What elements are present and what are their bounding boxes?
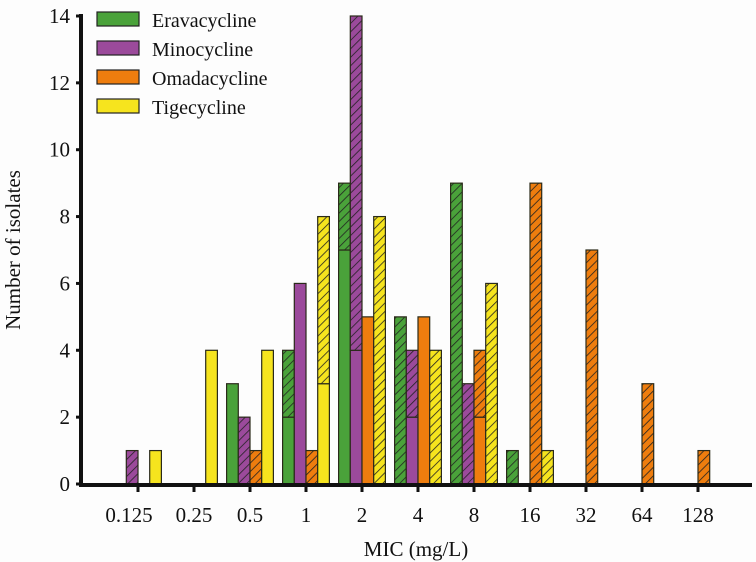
x-ticks: 0.125 0.25 0.5 1 2 4 8 16 32 64 128 xyxy=(105,485,714,527)
x-tick-label: 16 xyxy=(520,503,541,527)
y-tick-label: 8 xyxy=(60,205,71,229)
bar-minocycline-solid xyxy=(405,416,419,485)
bar-omadacycline-hatched xyxy=(697,449,711,485)
legend-swatch-eravacycline xyxy=(96,11,140,27)
legend-label-minocycline: Minocycline xyxy=(152,39,253,61)
bar-tigecycline-hatched xyxy=(317,215,331,385)
bars-layer xyxy=(125,15,711,485)
bar-minocycline-hatched xyxy=(405,349,419,418)
bar-minocycline-hatched xyxy=(461,383,475,485)
axes-layer xyxy=(79,14,752,487)
y-tick-label: 4 xyxy=(60,338,71,362)
bar-eravacycline-solid xyxy=(282,416,295,485)
bar-omadacycline-hatched xyxy=(529,182,543,485)
bar-eravacycline-hatched xyxy=(338,182,351,251)
x-tick-label: 64 xyxy=(632,503,654,527)
legend-label-omadacycline: Omadacycline xyxy=(152,68,268,90)
bar-eravacycline-solid xyxy=(226,383,239,485)
x-tick-label: 0.125 xyxy=(105,503,152,527)
x-tick-label: 4 xyxy=(413,503,424,527)
bar-tigecycline-hatched xyxy=(429,349,443,485)
legend-swatch-tigecycline xyxy=(96,98,140,114)
bar-omadacycline-hatched xyxy=(305,449,319,485)
x-tick-label: 32 xyxy=(576,503,597,527)
y-tick-label: 10 xyxy=(49,138,70,162)
bar-eravacycline-hatched xyxy=(282,349,295,418)
y-tick-label: 2 xyxy=(60,405,71,429)
bar-omadacycline-hatched xyxy=(249,449,263,485)
bar-tigecycline-solid xyxy=(261,349,275,485)
bar-eravacycline-hatched xyxy=(394,316,407,485)
legend-swatch-minocycline xyxy=(96,40,140,56)
x-tick-label: 0.5 xyxy=(237,503,263,527)
bar-omadacycline-hatched xyxy=(585,249,599,485)
y-tick-label: 14 xyxy=(49,4,71,28)
bar-omadacycline-solid xyxy=(417,316,431,485)
bar-omadacycline-hatched xyxy=(641,383,655,485)
x-tick-label: 128 xyxy=(682,503,714,527)
bar-minocycline-solid xyxy=(349,349,363,485)
bar-tigecycline-hatched xyxy=(373,215,387,485)
x-axis-title: MIC (mg/L) xyxy=(364,537,468,561)
x-tick-label: 1 xyxy=(301,503,312,527)
y-tick-label: 12 xyxy=(49,71,70,95)
legend-label-tigecycline: Tigecycline xyxy=(152,97,246,119)
bar-minocycline-hatched xyxy=(349,15,363,351)
x-tick-label: 8 xyxy=(469,503,480,527)
legend-label-eravacycline: Eravacycline xyxy=(152,10,256,32)
y-tick-label: 6 xyxy=(60,271,71,295)
bar-tigecycline-hatched xyxy=(485,282,499,485)
x-tick-label: 2 xyxy=(357,503,368,527)
bar-omadacycline-solid xyxy=(361,316,375,485)
bar-tigecycline-solid xyxy=(317,383,331,485)
y-tick-label: 0 xyxy=(60,472,71,496)
bar-eravacycline-solid xyxy=(338,249,351,485)
bar-eravacycline-hatched xyxy=(506,449,519,485)
bar-omadacycline-hatched xyxy=(473,349,487,418)
bar-tigecycline-hatched xyxy=(541,449,555,485)
y-axis-title: Number of isolates xyxy=(1,170,25,330)
bar-minocycline-hatched xyxy=(125,449,139,485)
bar-minocycline-hatched xyxy=(237,416,251,485)
y-ticks: 0 2 4 6 8 10 12 14 xyxy=(49,4,81,496)
bar-tigecycline-solid xyxy=(205,349,218,485)
bar-omadacycline-solid xyxy=(473,416,487,485)
legend-swatch-omadacycline xyxy=(96,69,140,85)
bar-minocycline-solid xyxy=(293,282,307,485)
bar-eravacycline-hatched xyxy=(450,182,463,485)
legend: Eravacycline Minocycline Omadacycline Tigec… xyxy=(96,10,268,119)
bar-tigecycline-solid xyxy=(149,449,162,485)
x-tick-label: 0.25 xyxy=(176,503,213,527)
